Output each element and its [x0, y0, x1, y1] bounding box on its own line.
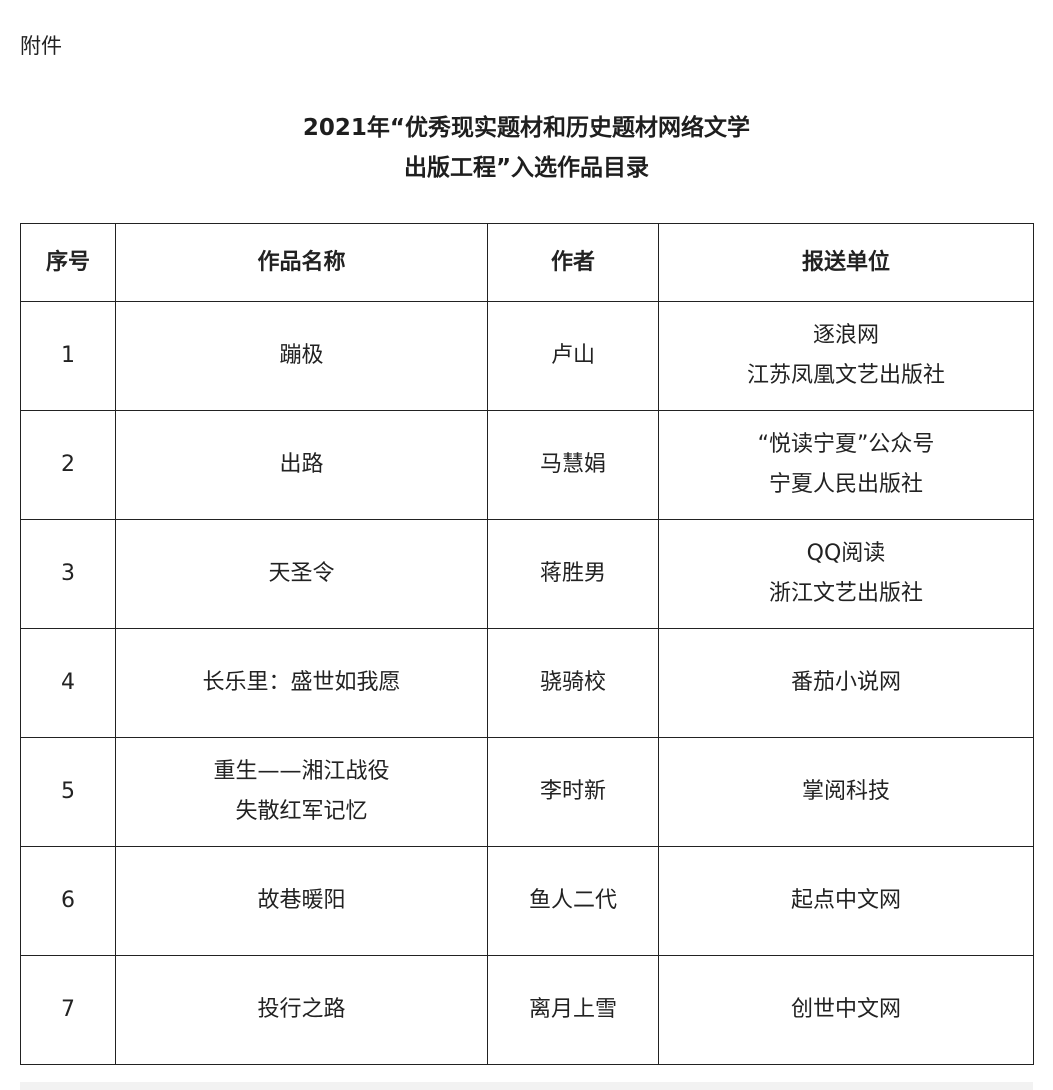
table-row: 5 重生——湘江战役 失散红军记忆 李时新 掌阅科技 [20, 737, 1034, 847]
cell-work-title: 重生——湘江战役 失散红军记忆 [115, 737, 488, 847]
cell-work-title: 长乐里：盛世如我愿 [115, 628, 488, 738]
cell-submitting-unit-line: 宁夏人民出版社 [768, 472, 923, 497]
cell-submitting-unit: 逐浪网江苏凤凰文艺出版社 [658, 301, 1034, 411]
cell-submitting-unit: 创世中文网 [658, 955, 1034, 1065]
cell-number: 4 [20, 628, 116, 738]
cell-work-title: 出路 [115, 410, 488, 520]
table-row: 7 投行之路 离月上雪 创世中文网 [20, 955, 1034, 1065]
cell-submitting-unit: 起点中文网 [658, 846, 1034, 956]
cell-submitting-unit-line: “悦读宁夏”公众号 [757, 432, 935, 457]
cell-submitting-unit: 番茄小说网 [658, 628, 1034, 738]
cell-submitting-unit-line: 江苏凤凰文艺出版社 [746, 363, 945, 388]
title-line-1: 2021年“优秀现实题材和历史题材网络文学 [302, 115, 751, 141]
cell-author: 马慧娟 [487, 410, 659, 520]
cell-author: 骁骑校 [487, 628, 659, 738]
cell-author: 蒋胜男 [487, 519, 659, 629]
cell-number: 3 [20, 519, 116, 629]
cell-work-title-line: 出路 [279, 452, 324, 477]
cell-work-title: 蹦极 [115, 301, 488, 411]
cell-work-title: 天圣令 [115, 519, 488, 629]
table-row: 3 天圣令 蒋胜男 QQ阅读 浙江文艺出版社 [20, 519, 1034, 629]
cell-submitting-unit: QQ阅读浙江文艺出版社 [658, 519, 1034, 629]
header-submitting-unit: 报送单位 [658, 223, 1034, 302]
table-row: 4 长乐里：盛世如我愿 骁骑校 番茄小说网 [20, 628, 1034, 738]
document-title: 2021年“优秀现实题材和历史题材网络文学 出版工程”入选作品目录 [0, 108, 1053, 188]
cell-submitting-unit-line: 创世中文网 [790, 997, 901, 1022]
cell-work-title-line: 蹦极 [279, 343, 324, 368]
cell-number: 6 [20, 846, 116, 956]
cell-submitting-unit: “悦读宁夏”公众号 宁夏人民出版社 [658, 410, 1034, 520]
table-row: 2 出路 马慧娟 “悦读宁夏”公众号 宁夏人民出版社 [20, 410, 1034, 520]
cell-work-title: 故巷暖阳 [115, 846, 488, 956]
cell-submitting-unit-line: 掌阅科技 [801, 779, 890, 804]
cell-submitting-unit-line: 番茄小说网 [790, 670, 901, 695]
header-number: 序号 [20, 223, 116, 302]
cell-author: 卢山 [487, 301, 659, 411]
cell-number: 5 [20, 737, 116, 847]
cell-submitting-unit-line: 逐浪网 [812, 323, 879, 348]
cell-author: 鱼人二代 [487, 846, 659, 956]
title-line-2: 出版工程”入选作品目录 [403, 155, 650, 181]
header-work-title: 作品名称 [115, 223, 488, 302]
cell-number: 7 [20, 955, 116, 1065]
cell-author: 离月上雪 [487, 955, 659, 1065]
bottom-bar [20, 1082, 1033, 1090]
table-header-row: 序号 作品名称 作者 报送单位 [20, 223, 1034, 302]
attachment-label: 附件 [20, 34, 62, 58]
cell-work-title-line: 故巷暖阳 [257, 888, 346, 913]
header-author: 作者 [487, 223, 659, 302]
cell-submitting-unit-line: 浙江文艺出版社 [768, 581, 923, 606]
cell-work-title: 投行之路 [115, 955, 488, 1065]
cell-work-title-line: 天圣令 [268, 561, 335, 586]
cell-work-title-line: 失散红军记忆 [235, 799, 368, 824]
cell-submitting-unit-line: QQ阅读 [806, 541, 886, 566]
table-row: 6 故巷暖阳 鱼人二代 起点中文网 [20, 846, 1034, 956]
cell-author: 李时新 [487, 737, 659, 847]
cell-number: 2 [20, 410, 116, 520]
cell-work-title-line: 长乐里：盛世如我愿 [202, 670, 401, 695]
cell-work-title-line: 投行之路 [257, 997, 346, 1022]
cell-submitting-unit-line: 起点中文网 [790, 888, 901, 913]
cell-work-title-line: 重生——湘江战役 [213, 759, 390, 784]
table-row: 1 蹦极 卢山 逐浪网 江苏凤凰文艺出版社 [20, 301, 1034, 411]
works-table: 序号 作品名称 作者 报送单位 1 蹦极 卢山 逐浪网 江苏凤凰文艺出版社 2 出路 马慧娟 “… [20, 223, 1034, 1065]
cell-submitting-unit: 掌阅科技 [658, 737, 1034, 847]
cell-number: 1 [20, 301, 116, 411]
